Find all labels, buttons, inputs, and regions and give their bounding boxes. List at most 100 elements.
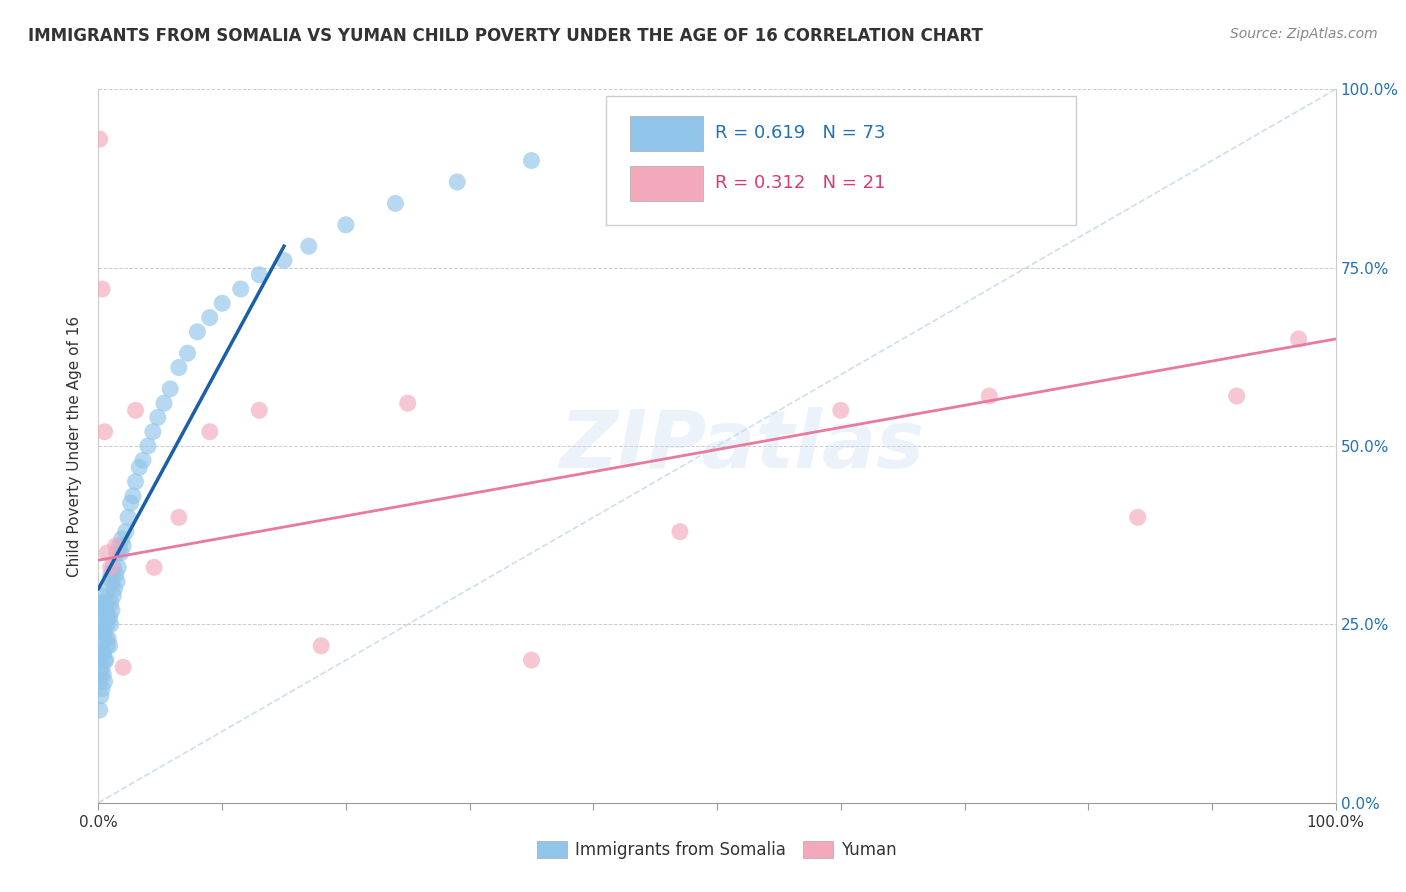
Point [89,653,111,667]
Point [335,218,357,232]
Point [101,603,124,617]
Point [520,653,543,667]
Point [91,639,114,653]
Point [91,282,114,296]
Point [105,574,128,589]
Point [98,610,121,624]
Point [117,510,139,524]
Point [176,346,198,360]
Point [124,475,146,489]
Point [229,282,252,296]
Point [93,624,115,639]
Point [91,589,114,603]
Point [186,325,208,339]
Point [93,674,115,689]
Point [97,632,120,646]
Point [96,596,118,610]
Point [1288,332,1310,346]
Point [90,689,112,703]
Point [124,403,146,417]
Point [396,396,419,410]
Point [198,425,221,439]
FancyBboxPatch shape [630,166,703,202]
Point [247,403,270,417]
Point [830,403,852,417]
Point [91,681,114,696]
Point [104,567,127,582]
Point [89,132,111,146]
Point [94,632,117,646]
Point [100,560,122,574]
Point [100,596,122,610]
Point [96,639,118,653]
Legend: Immigrants from Somalia, Yuman: Immigrants from Somalia, Yuman [530,834,904,866]
FancyBboxPatch shape [606,96,1076,225]
Point [93,425,115,439]
Point [384,196,406,211]
Point [159,382,181,396]
Point [211,296,233,310]
Point [979,389,1001,403]
Text: IMMIGRANTS FROM SOMALIA VS YUMAN CHILD POVERTY UNDER THE AGE OF 16 CORRELATION C: IMMIGRANTS FROM SOMALIA VS YUMAN CHILD P… [28,27,983,45]
Point [114,524,136,539]
Point [98,639,121,653]
Point [93,596,115,610]
Point [94,603,117,617]
Point [89,674,111,689]
Point [91,610,114,624]
Point [90,617,112,632]
Point [105,546,128,560]
Point [136,439,159,453]
Point [90,646,112,660]
Point [112,539,135,553]
Point [111,532,134,546]
Point [93,667,115,681]
Text: R = 0.312   N = 21: R = 0.312 N = 21 [714,175,886,193]
Point [146,410,169,425]
Point [101,574,124,589]
Point [520,153,543,168]
Point [96,546,118,560]
Point [273,253,295,268]
Text: ZIPatlas: ZIPatlas [560,407,924,485]
Point [94,653,117,667]
Point [309,639,332,653]
Point [93,603,115,617]
Point [93,653,115,667]
Point [1226,389,1249,403]
Point [128,460,150,475]
Text: Source: ZipAtlas.com: Source: ZipAtlas.com [1230,27,1378,41]
Point [142,425,165,439]
Point [298,239,321,253]
Point [89,703,111,717]
Point [103,582,125,596]
Point [103,560,125,574]
Point [143,560,166,574]
Point [167,510,190,524]
FancyBboxPatch shape [630,116,703,152]
Point [93,646,115,660]
Point [103,589,125,603]
Point [93,624,115,639]
Point [167,360,190,375]
Point [107,560,129,574]
Point [100,567,122,582]
Point [100,617,122,632]
Point [120,496,142,510]
Point [132,453,155,467]
Point [90,667,112,681]
Point [153,396,176,410]
Point [122,489,145,503]
Point [446,175,468,189]
Y-axis label: Child Poverty Under the Age of 16: Child Poverty Under the Age of 16 [67,316,83,576]
Point [247,268,270,282]
Point [1126,510,1149,524]
Point [104,539,127,553]
Point [90,596,112,610]
Text: R = 0.619   N = 73: R = 0.619 N = 73 [714,125,886,143]
Point [108,539,131,553]
Point [110,546,132,560]
Point [96,617,118,632]
Point [112,660,135,674]
Point [669,524,692,539]
